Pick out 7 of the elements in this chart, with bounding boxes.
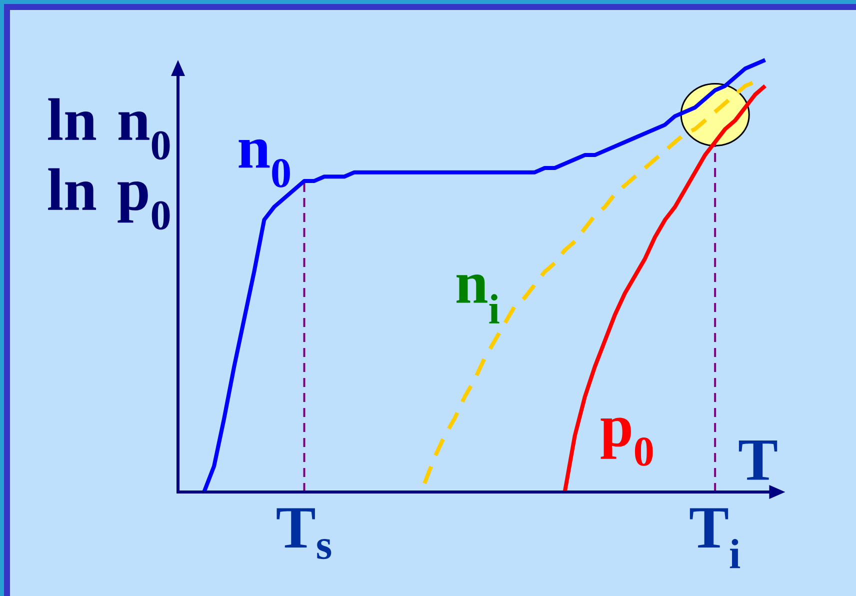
series-label: n$_{i}$ [456,274,500,324]
series-label: p$_{0}$ [600,418,653,466]
x-tick-label: T$_{i}$ [690,508,740,568]
x-axis-title: T [738,440,778,480]
y-axis-title: ln n$_{0}$ ln p$_{0}$ [48,98,170,230]
x-tick-label: T$_{s}$ [276,508,332,560]
series-label: n$_{0}$ [238,139,290,188]
